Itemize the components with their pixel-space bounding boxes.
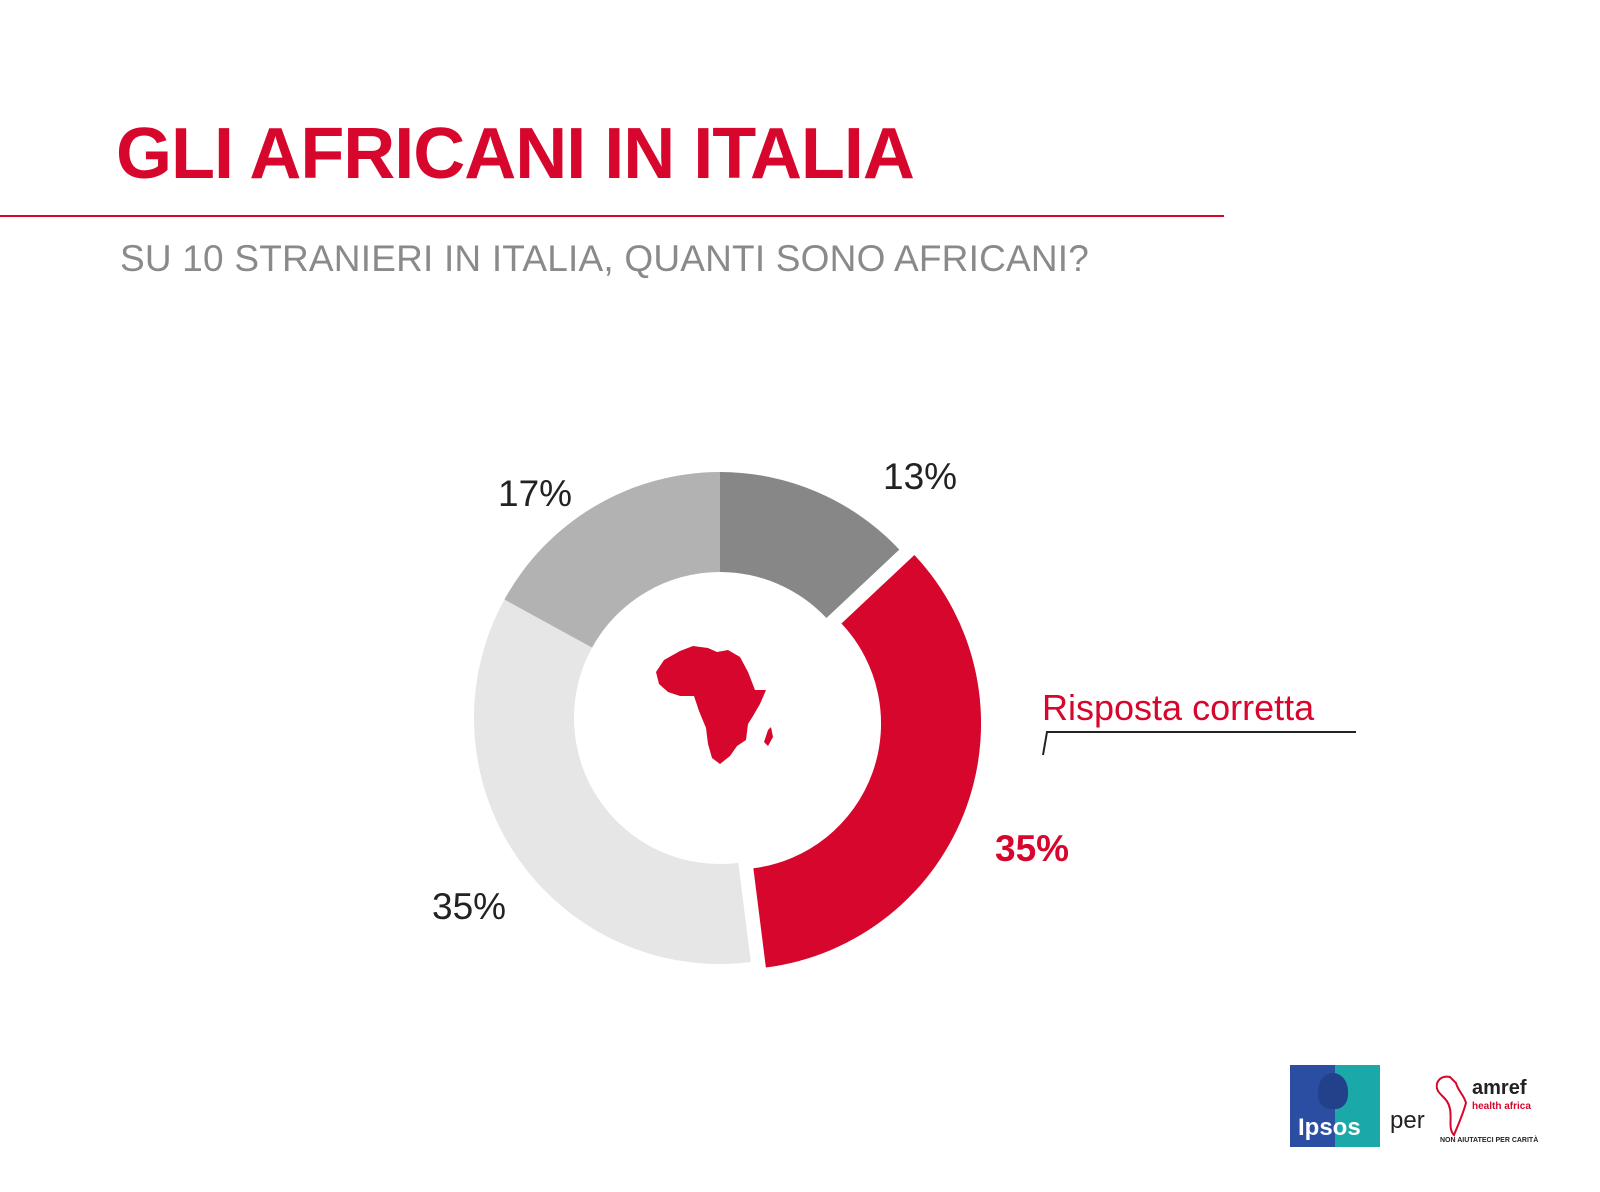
donut-slice-2 (474, 599, 751, 964)
amref-tagline: NON AIUTATECI PER CARITÀ (1440, 1137, 1539, 1144)
slice-label-13: 13% (883, 456, 958, 497)
ipsos-logo-text: Ipsos (1298, 1114, 1361, 1141)
donut-slice-0 (720, 472, 900, 619)
donut-slice-correct (753, 555, 982, 968)
slice-label-35: 35% (432, 886, 507, 927)
amref-logo-text: amref (1472, 1077, 1527, 1099)
ipsos-logo: Ipsos (1290, 1065, 1380, 1147)
title-divider (0, 215, 1224, 217)
answer-leader-line (1042, 731, 1356, 756)
page-title: GLI AFRICANI IN ITALIA (116, 114, 915, 194)
footer-logos: Ipsos per amref health africa NON AIUTAT… (1290, 1065, 1540, 1147)
correct-answer-label: Risposta corretta (1042, 687, 1315, 728)
slice-label-17: 17% (498, 473, 573, 514)
ipsos-head-icon (1318, 1073, 1348, 1109)
amref-logo-subtext: health africa (1472, 1101, 1531, 1112)
donut-slice-3 (504, 472, 720, 648)
amref-africa-outline-icon (1435, 1075, 1468, 1137)
page-subtitle: SU 10 STRANIERI IN ITALIA, QUANTI SONO A… (120, 238, 1090, 279)
africa-map-icon (656, 646, 773, 764)
slice-label-35-correct: 35% (995, 828, 1070, 869)
logo-connector: per (1390, 1107, 1425, 1134)
